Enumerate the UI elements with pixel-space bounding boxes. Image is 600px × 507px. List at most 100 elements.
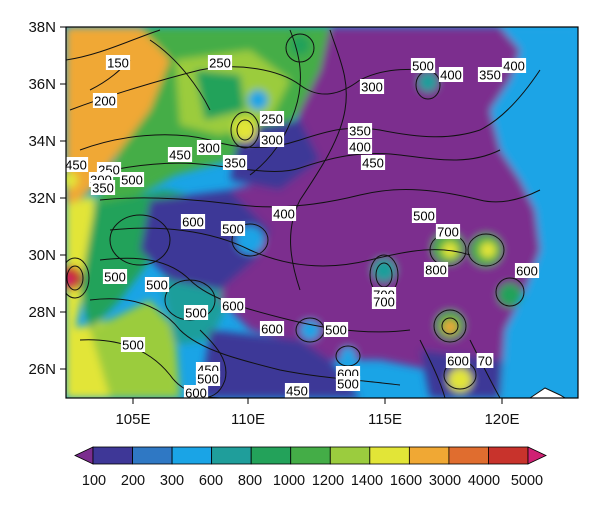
svg-text:500: 500 bbox=[325, 323, 347, 338]
contour-label: 300 bbox=[359, 79, 385, 95]
colorbar-label: 3000 bbox=[429, 473, 461, 489]
lat-label-26n: 26N bbox=[28, 361, 56, 378]
svg-text:500: 500 bbox=[104, 270, 126, 285]
colorbar-cell bbox=[488, 446, 529, 465]
contour-label: 450 bbox=[167, 147, 193, 163]
svg-text:450: 450 bbox=[169, 148, 191, 163]
svg-text:70: 70 bbox=[478, 354, 492, 369]
svg-text:350: 350 bbox=[92, 181, 114, 196]
contour-label: 400 bbox=[438, 67, 464, 83]
contour-label: 350 bbox=[90, 180, 116, 196]
contour-label: 450 bbox=[63, 157, 89, 173]
svg-text:400: 400 bbox=[440, 68, 462, 83]
colorbar-cell bbox=[211, 446, 252, 465]
svg-text:500: 500 bbox=[121, 173, 143, 188]
contour-label: 500 bbox=[183, 305, 209, 321]
svg-text:300: 300 bbox=[198, 141, 220, 156]
lat-label-30n: 30N bbox=[28, 247, 56, 264]
svg-text:450: 450 bbox=[286, 384, 308, 399]
svg-text:500: 500 bbox=[413, 209, 435, 224]
contour-label: 500 bbox=[144, 277, 170, 293]
svg-text:700: 700 bbox=[437, 225, 459, 240]
svg-text:500: 500 bbox=[222, 222, 244, 237]
colorbar-label: 1400 bbox=[351, 473, 383, 489]
colorbar-cell bbox=[408, 446, 450, 465]
svg-text:250: 250 bbox=[209, 56, 231, 71]
svg-text:400: 400 bbox=[273, 207, 295, 222]
svg-text:300: 300 bbox=[361, 80, 383, 95]
filled-contour-field bbox=[66, 27, 578, 398]
map-frame bbox=[65, 26, 579, 399]
svg-text:400: 400 bbox=[503, 59, 525, 74]
contour-label: 400 bbox=[501, 58, 527, 74]
contour-label: 600 bbox=[180, 214, 206, 230]
colorbar-label: 600 bbox=[199, 473, 223, 489]
contour-label: 350 bbox=[222, 155, 248, 171]
contour-label: 500 bbox=[220, 221, 246, 237]
colorbar-cell bbox=[250, 446, 292, 465]
contour-label: 600 bbox=[514, 263, 540, 279]
svg-text:500: 500 bbox=[185, 306, 207, 321]
contour-label: 400 bbox=[347, 139, 373, 155]
contour-label: 500 bbox=[410, 58, 436, 74]
svg-text:700: 700 bbox=[373, 295, 395, 310]
svg-text:450: 450 bbox=[362, 156, 384, 171]
svg-text:400: 400 bbox=[349, 140, 371, 155]
svg-text:600: 600 bbox=[222, 299, 244, 314]
contour-label: 600 bbox=[183, 385, 209, 401]
svg-text:500: 500 bbox=[122, 338, 144, 353]
longitude-axis: 105E 110E 115E 120E bbox=[115, 398, 520, 428]
colorbar-cell bbox=[527, 446, 547, 465]
svg-text:350: 350 bbox=[479, 68, 501, 83]
svg-text:500: 500 bbox=[337, 377, 359, 392]
lat-label-34n: 34N bbox=[28, 133, 56, 150]
lat-label-28n: 28N bbox=[28, 304, 56, 321]
colorbar-cell bbox=[74, 446, 94, 465]
contour-label: 600 bbox=[220, 298, 246, 314]
svg-text:500: 500 bbox=[412, 59, 434, 74]
svg-text:250: 250 bbox=[261, 112, 283, 127]
colorbar-label: 5000 bbox=[511, 473, 543, 489]
svg-text:800: 800 bbox=[425, 263, 447, 278]
lat-label-38n: 38N bbox=[28, 19, 56, 36]
svg-text:450: 450 bbox=[65, 158, 87, 173]
lat-label-32n: 32N bbox=[28, 190, 56, 207]
contour-label: 600 bbox=[259, 321, 285, 337]
svg-text:600: 600 bbox=[516, 264, 538, 279]
colorbar-cell bbox=[369, 446, 410, 465]
colorbar-cells bbox=[74, 446, 547, 465]
latitude-axis: 38N 36N 34N 32N 30N 28N 26N bbox=[28, 19, 66, 378]
colorbar-label: 4000 bbox=[468, 473, 500, 489]
contour-label: 300 bbox=[259, 132, 285, 148]
lon-label-110e: 110E bbox=[231, 411, 265, 428]
svg-text:350: 350 bbox=[224, 156, 246, 171]
colorbar-label: 1600 bbox=[390, 473, 422, 489]
contour-label: 200 bbox=[92, 93, 118, 109]
contour-label: 350 bbox=[347, 123, 373, 139]
svg-text:200: 200 bbox=[94, 94, 116, 109]
contour-label: 500 bbox=[323, 322, 349, 338]
lon-label-120e: 120E bbox=[484, 411, 519, 428]
lon-label-105e: 105E bbox=[115, 411, 150, 428]
colorbar-label: 100 bbox=[82, 473, 106, 489]
colorbar-cell bbox=[290, 446, 331, 465]
colorbar-label: 1200 bbox=[312, 473, 344, 489]
contour-label: 500 bbox=[119, 172, 145, 188]
contour-label: 500 bbox=[102, 269, 128, 285]
svg-text:500: 500 bbox=[146, 278, 168, 293]
svg-text:600: 600 bbox=[261, 322, 283, 337]
contour-label: 500 bbox=[335, 376, 361, 392]
contour-label: 600 bbox=[445, 353, 471, 369]
contour-label: 250 bbox=[207, 55, 233, 71]
colorbar-cell bbox=[329, 446, 371, 465]
colorbar-cell bbox=[171, 446, 213, 465]
colorbar-cell bbox=[448, 446, 489, 465]
contour-label: 500 bbox=[411, 208, 437, 224]
contour-label: 700 bbox=[371, 294, 397, 310]
colorbar: 100 200 300 600 800 1000 1200 1400 1600 … bbox=[74, 446, 547, 489]
contour-label: 400 bbox=[271, 206, 297, 222]
contour-label: 450 bbox=[360, 155, 386, 171]
colorbar-label: 200 bbox=[121, 473, 145, 489]
